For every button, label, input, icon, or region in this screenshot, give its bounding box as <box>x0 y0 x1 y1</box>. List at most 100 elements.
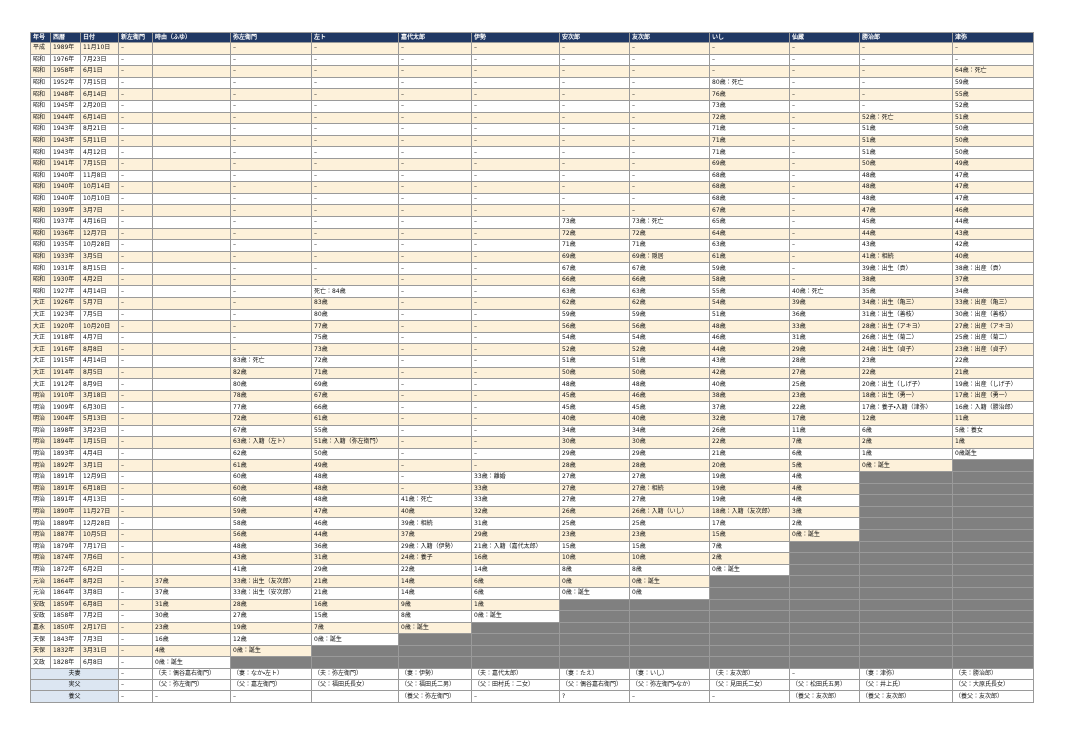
cell: 61歳 <box>230 459 312 472</box>
cell: 天保 <box>30 644 51 658</box>
footer-cell: （夫：嘉代太郎） <box>471 668 560 681</box>
footer-cell: （父：偶谷嘉右衛門） <box>559 679 630 692</box>
cell: – <box>118 88 153 101</box>
cell: – <box>118 633 153 646</box>
empty-cell <box>629 656 710 670</box>
cell: – <box>398 436 472 449</box>
cell: 19歳 <box>709 482 790 496</box>
cell: 16歳 <box>471 552 560 565</box>
column-header: 時由（ふゆ） <box>152 32 231 43</box>
cell: 61歳 <box>311 413 399 426</box>
cell: 19歳 <box>709 494 790 507</box>
cell: 67歳 <box>559 262 630 275</box>
cell: 1940年 <box>50 192 81 206</box>
cell: 昭和 <box>30 65 51 78</box>
cell: 10月28日 <box>80 239 119 252</box>
empty-cell <box>952 621 1034 635</box>
cell: – <box>789 250 860 264</box>
cell: 1948年 <box>50 88 81 101</box>
cell: – <box>789 123 860 136</box>
cell: 明治 <box>30 505 51 519</box>
cell: – <box>471 424 560 438</box>
empty-cell <box>471 656 560 670</box>
cell: 46歳 <box>311 517 399 530</box>
empty-cell <box>152 262 231 275</box>
empty-cell <box>952 517 1034 530</box>
cell: – <box>118 285 153 299</box>
cell: 昭和 <box>30 134 51 148</box>
table-row: 昭和 1940年 10月14日 – – – – – – –68歳 –48歳 47歳 <box>30 181 1034 194</box>
cell: 42歳 <box>709 366 790 380</box>
empty-cell <box>311 656 399 670</box>
table-row: 大正 1912年 8月9日 –80歳 69歳 – –48歳 48歳 40歳 25歳 20歳：出生（し… <box>30 378 1034 391</box>
empty-cell <box>709 575 790 588</box>
cell: 元治 <box>30 586 51 600</box>
cell: – <box>559 76 630 90</box>
cell: 50歳 <box>952 146 1034 159</box>
cell: 0歳誕生 <box>952 447 1034 461</box>
cell: – <box>118 563 153 577</box>
table-row: 昭和 1940年 10月10日 – – – – – – –68歳 –48歳 47歳 <box>30 192 1034 206</box>
cell: 2歳 <box>859 436 953 449</box>
cell: 天保 <box>30 633 51 646</box>
cell: – <box>398 204 472 217</box>
cell: – <box>789 169 860 183</box>
empty-cell <box>952 552 1034 565</box>
footer-cell: （夫：勝治郎） <box>952 668 1034 681</box>
cell: 6月18日 <box>80 482 119 496</box>
table-row: 明治 1892年 3月1日 –61歳 49歳 – –28歳 28歳 20歳 5歳 0歳：誕生 <box>30 459 1034 472</box>
empty-cell <box>152 111 231 125</box>
footer-cell: （養父：友次郎） <box>952 690 1034 703</box>
cell: – <box>311 181 399 194</box>
cell: 31歳 <box>311 552 399 565</box>
cell: 59歳 <box>709 262 790 275</box>
cell: 78歳 <box>230 389 312 403</box>
cell: – <box>118 273 153 287</box>
cell: – <box>471 297 560 310</box>
cell: – <box>559 146 630 159</box>
cell: 1898年 <box>50 424 81 438</box>
cell: 67歳 <box>629 262 710 275</box>
cell: 63歳 <box>629 285 710 299</box>
cell: 34歳 <box>952 285 1034 299</box>
cell: – <box>398 366 472 380</box>
cell: 明治 <box>30 389 51 403</box>
cell: – <box>311 88 399 101</box>
cell: 1歳 <box>952 436 1034 449</box>
footer-cell: （妻：伊勢） <box>398 668 472 681</box>
cell: 7月3日 <box>80 633 119 646</box>
cell: 1931年 <box>50 262 81 275</box>
empty-cell <box>559 598 630 612</box>
cell: – <box>118 343 153 357</box>
cell: 27歳 <box>629 470 710 484</box>
cell: 54歳 <box>629 331 710 345</box>
empty-cell <box>152 285 231 299</box>
cell: 39歳：出生（貢） <box>859 262 953 275</box>
cell: 昭和 <box>30 262 51 275</box>
cell: 18歳：出生（勇一） <box>859 389 953 403</box>
cell: 26歳 <box>709 424 790 438</box>
cell: 6歳 <box>859 424 953 438</box>
table-row: 昭和 1945年 2月20日 – – – – – – –73歳 – –52歳 <box>30 99 1034 113</box>
cell: 23歳 <box>859 355 953 368</box>
cell: – <box>398 459 472 472</box>
cell: 40歳 <box>952 250 1034 264</box>
cell: 21歳：入籍（嘉代太郎） <box>471 540 560 554</box>
cell: 51歳 <box>709 308 790 322</box>
footer-cell: （父：松田氏五男） <box>789 679 860 692</box>
empty-cell <box>152 470 231 484</box>
cell: 明治 <box>30 552 51 565</box>
cell: 38歳 <box>859 273 953 287</box>
empty-cell <box>859 621 953 635</box>
cell: 69歳 <box>709 157 790 171</box>
cell: 37歳 <box>152 575 231 588</box>
cell: 22歳 <box>859 366 953 380</box>
cell: – <box>789 181 860 194</box>
footer-cell: （父：大原氏長女） <box>952 679 1034 692</box>
cell: 0歳：誕生 <box>859 459 953 472</box>
cell: 82歳 <box>230 366 312 380</box>
footer-cell: （夫：友次郎） <box>709 668 790 681</box>
cell: 34歳 <box>559 424 630 438</box>
empty-cell <box>152 366 231 380</box>
cell: – <box>118 552 153 565</box>
